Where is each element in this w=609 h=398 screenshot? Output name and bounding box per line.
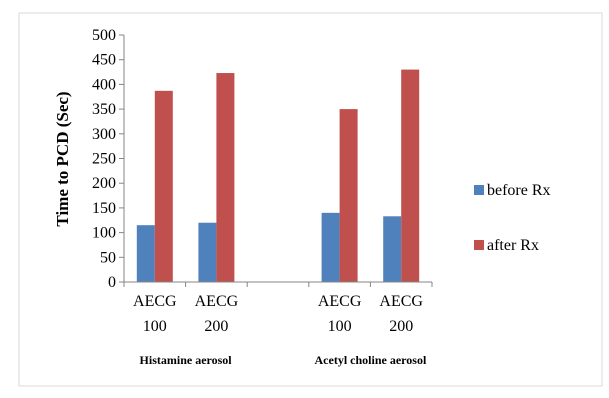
y-tick-label: 0 xyxy=(108,274,116,291)
y-tick-label: 400 xyxy=(92,76,116,93)
x-category-label-line2: 100 xyxy=(328,318,352,335)
bar-after-4 xyxy=(401,69,420,282)
y-tick-label: 100 xyxy=(92,225,116,242)
x-category-label-line2: 200 xyxy=(204,318,228,335)
legend: before Rx after Rx xyxy=(474,182,551,254)
bar-before-4 xyxy=(383,216,402,282)
bars xyxy=(136,69,420,283)
bar-before-1 xyxy=(136,225,155,282)
bar-after-2 xyxy=(216,73,235,283)
bar-before-3 xyxy=(321,212,340,282)
legend-label: before Rx xyxy=(487,182,551,199)
y-tick-label: 150 xyxy=(92,200,116,217)
legend-swatch xyxy=(474,185,484,195)
bar-before-2 xyxy=(198,222,217,282)
x-axis: AECG 100 AECG 200 AECG 100 AECG 200 Histamine ae… xyxy=(123,281,433,367)
chart-frame xyxy=(18,12,603,387)
y-axis-label-group: Time to PCD (Sec) xyxy=(53,91,72,226)
x-category-label-line2: 200 xyxy=(389,318,413,335)
y-tick-label: 450 xyxy=(92,52,116,69)
y-tick-label: 500 xyxy=(92,27,116,44)
y-tick-label: 50 xyxy=(100,249,116,266)
group-label: Histamine aerosol xyxy=(140,353,233,367)
x-category-label-line1: AECG xyxy=(133,293,177,310)
bar-after-1 xyxy=(154,90,173,283)
legend-swatch xyxy=(474,240,484,250)
x-category-label-line1: AECG xyxy=(318,293,362,310)
x-category-label-line1: AECG xyxy=(379,293,423,310)
legend-label: after Rx xyxy=(487,237,539,254)
group-label: Acetyl choline aerosol xyxy=(315,353,427,367)
x-category-label-line1: AECG xyxy=(195,293,239,310)
x-category-label-line2: 100 xyxy=(143,318,167,335)
y-tick-label: 300 xyxy=(92,126,116,143)
y-tick-label: 200 xyxy=(92,175,116,192)
y-axis-label: Time to PCD (Sec) xyxy=(53,91,72,226)
y-tick-label: 250 xyxy=(92,151,116,168)
y-axis: 0 50 100 150 200 250 300 350 400 450 500 xyxy=(92,27,125,291)
bar-after-3 xyxy=(339,109,358,282)
y-tick-label: 350 xyxy=(92,101,116,118)
